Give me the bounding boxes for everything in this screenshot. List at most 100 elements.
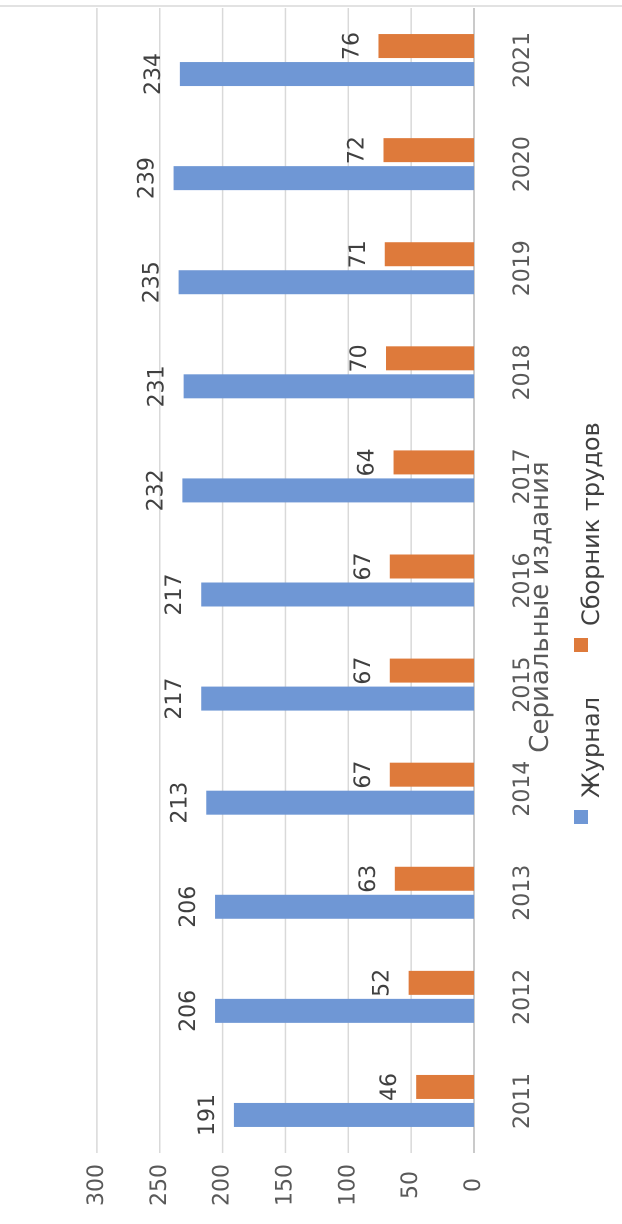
data-label-zhurnal-2015-group: 217 [162,678,187,720]
axis-tick-label-0-group: 0 [461,1178,486,1192]
data-label-zhurnal-2021-group: 234 [141,53,166,95]
category-label-2021: 2021 [510,32,535,88]
legend: Журнал Сборник трудов [574,422,605,824]
bar-zhurnal-2015 [201,686,474,711]
data-label-zhurnal-2015: 217 [162,678,187,720]
axis-tick-label-250-group: 250 [147,1164,172,1206]
chart-title: Сериальные издания [525,461,555,752]
axis-tick-label-100-group: 100 [335,1164,360,1206]
data-label-zhurnal-2018-group: 231 [145,365,170,407]
bar-sbornik-2012 [408,970,474,995]
data-label-sbornik-2020-group: 72 [344,136,369,164]
bar-sbornik-2016 [389,554,474,579]
bar-sbornik-2015 [389,658,474,683]
data-label-zhurnal-2019: 235 [140,261,165,303]
data-label-sbornik-2012: 52 [370,969,395,997]
data-label-sbornik-2015-group: 67 [351,657,376,685]
bar-sbornik-2020 [383,138,474,163]
category-label-2013-group: 2013 [510,865,535,921]
axis-tick-label-50: 50 [398,1171,423,1199]
category-label-2021-group: 2021 [510,32,535,88]
legend-label-sbornik: Сборник трудов [577,422,605,626]
data-label-zhurnal-2021: 234 [141,53,166,95]
data-label-zhurnal-2011-group: 191 [195,1094,220,1136]
data-label-zhurnal-2014: 213 [167,782,192,824]
axis-tick-label-250: 250 [147,1164,172,1206]
legend-swatch-zhurnal [574,810,588,824]
bar-sbornik-2013 [394,866,474,891]
category-label-2011-group: 2011 [510,1073,535,1129]
legend-label-group-zhurnal: Журнал [577,697,605,798]
bar-zhurnal-2013 [215,894,475,919]
data-label-sbornik-2021: 76 [339,32,364,60]
bar-zhurnal-2019 [178,270,475,295]
axis-tick-label-150: 150 [272,1164,297,1206]
data-label-zhurnal-2019-group: 235 [140,261,165,303]
data-label-sbornik-2017: 64 [355,448,380,476]
category-label-2019-group: 2019 [510,240,535,296]
data-label-zhurnal-2017: 232 [143,469,168,511]
category-label-2016-group: 2016 [510,553,535,609]
category-label-2014-group: 2014 [510,761,535,817]
bar-sbornik-2014 [389,762,474,787]
gridlines [96,8,475,1153]
data-label-sbornik-2016-group: 67 [351,553,376,581]
data-label-sbornik-2019: 71 [346,240,371,268]
legend-label-group-sbornik: Сборник трудов [577,422,605,626]
category-label-2012-group: 2012 [510,969,535,1025]
axis-tick-label-200-group: 200 [210,1164,235,1206]
data-label-sbornik-2014-group: 67 [351,761,376,789]
bars [173,34,475,1127]
category-label-2013: 2013 [510,865,535,921]
axis-tick-label-50-group: 50 [398,1171,423,1199]
data-label-zhurnal-2020-group: 239 [135,157,160,199]
bar-zhurnal-2016 [201,582,474,607]
data-label-sbornik-2012-group: 52 [370,969,395,997]
category-label-2015: 2015 [510,657,535,713]
data-label-sbornik-2015: 67 [351,657,376,685]
bar-sbornik-2019 [384,242,474,267]
data-label-sbornik-2016: 67 [351,553,376,581]
bar-sbornik-2017 [393,450,474,475]
axis-tick-label-0: 0 [461,1178,486,1192]
data-label-zhurnal-2011: 191 [195,1094,220,1136]
data-label-sbornik-2013-group: 63 [356,865,381,893]
category-label-2017: 2017 [510,448,535,504]
bar-zhurnal-2012 [215,998,475,1023]
data-label-sbornik-2014: 67 [351,761,376,789]
data-label-zhurnal-2020: 239 [135,157,160,199]
bar-zhurnal-2011 [233,1102,474,1127]
axis-tick-label-100: 100 [335,1164,360,1206]
bar-zhurnal-2018 [183,374,474,399]
axis-tick-label-200: 200 [210,1164,235,1206]
data-label-sbornik-2017-group: 64 [355,448,380,476]
category-label-2017-group: 2017 [510,448,535,504]
category-label-2018: 2018 [510,344,535,400]
data-label-sbornik-2011-group: 46 [377,1073,402,1101]
data-label-sbornik-2018: 70 [347,344,372,372]
data-label-zhurnal-2017-group: 232 [143,469,168,511]
data-label-sbornik-2011: 46 [377,1073,402,1101]
category-label-2015-group: 2015 [510,657,535,713]
category-label-2016: 2016 [510,553,535,609]
data-label-sbornik-2018-group: 70 [347,344,372,372]
data-label-zhurnal-2013-group: 206 [176,886,201,928]
data-label-zhurnal-2013: 206 [176,886,201,928]
bar-zhurnal-2021 [179,62,474,87]
legend-label-zhurnal: Журнал [577,697,605,798]
bar-zhurnal-2017 [182,478,474,503]
bar-sbornik-2021 [378,34,474,59]
data-label-sbornik-2020: 72 [344,136,369,164]
bar-sbornik-2011 [416,1074,474,1099]
category-label-2020-group: 2020 [510,136,535,192]
data-label-sbornik-2013: 63 [356,865,381,893]
bar-sbornik-2018 [386,346,474,371]
data-label-zhurnal-2016: 217 [162,574,187,616]
labels: 0 50 100 150 200 250 300 2011 191 46 2012 206 52 2013… [84,32,535,1206]
axis-tick-label-300-group: 300 [84,1164,109,1206]
category-label-2012: 2012 [510,969,535,1025]
data-label-sbornik-2019-group: 71 [346,240,371,268]
category-label-2011: 2011 [510,1073,535,1129]
